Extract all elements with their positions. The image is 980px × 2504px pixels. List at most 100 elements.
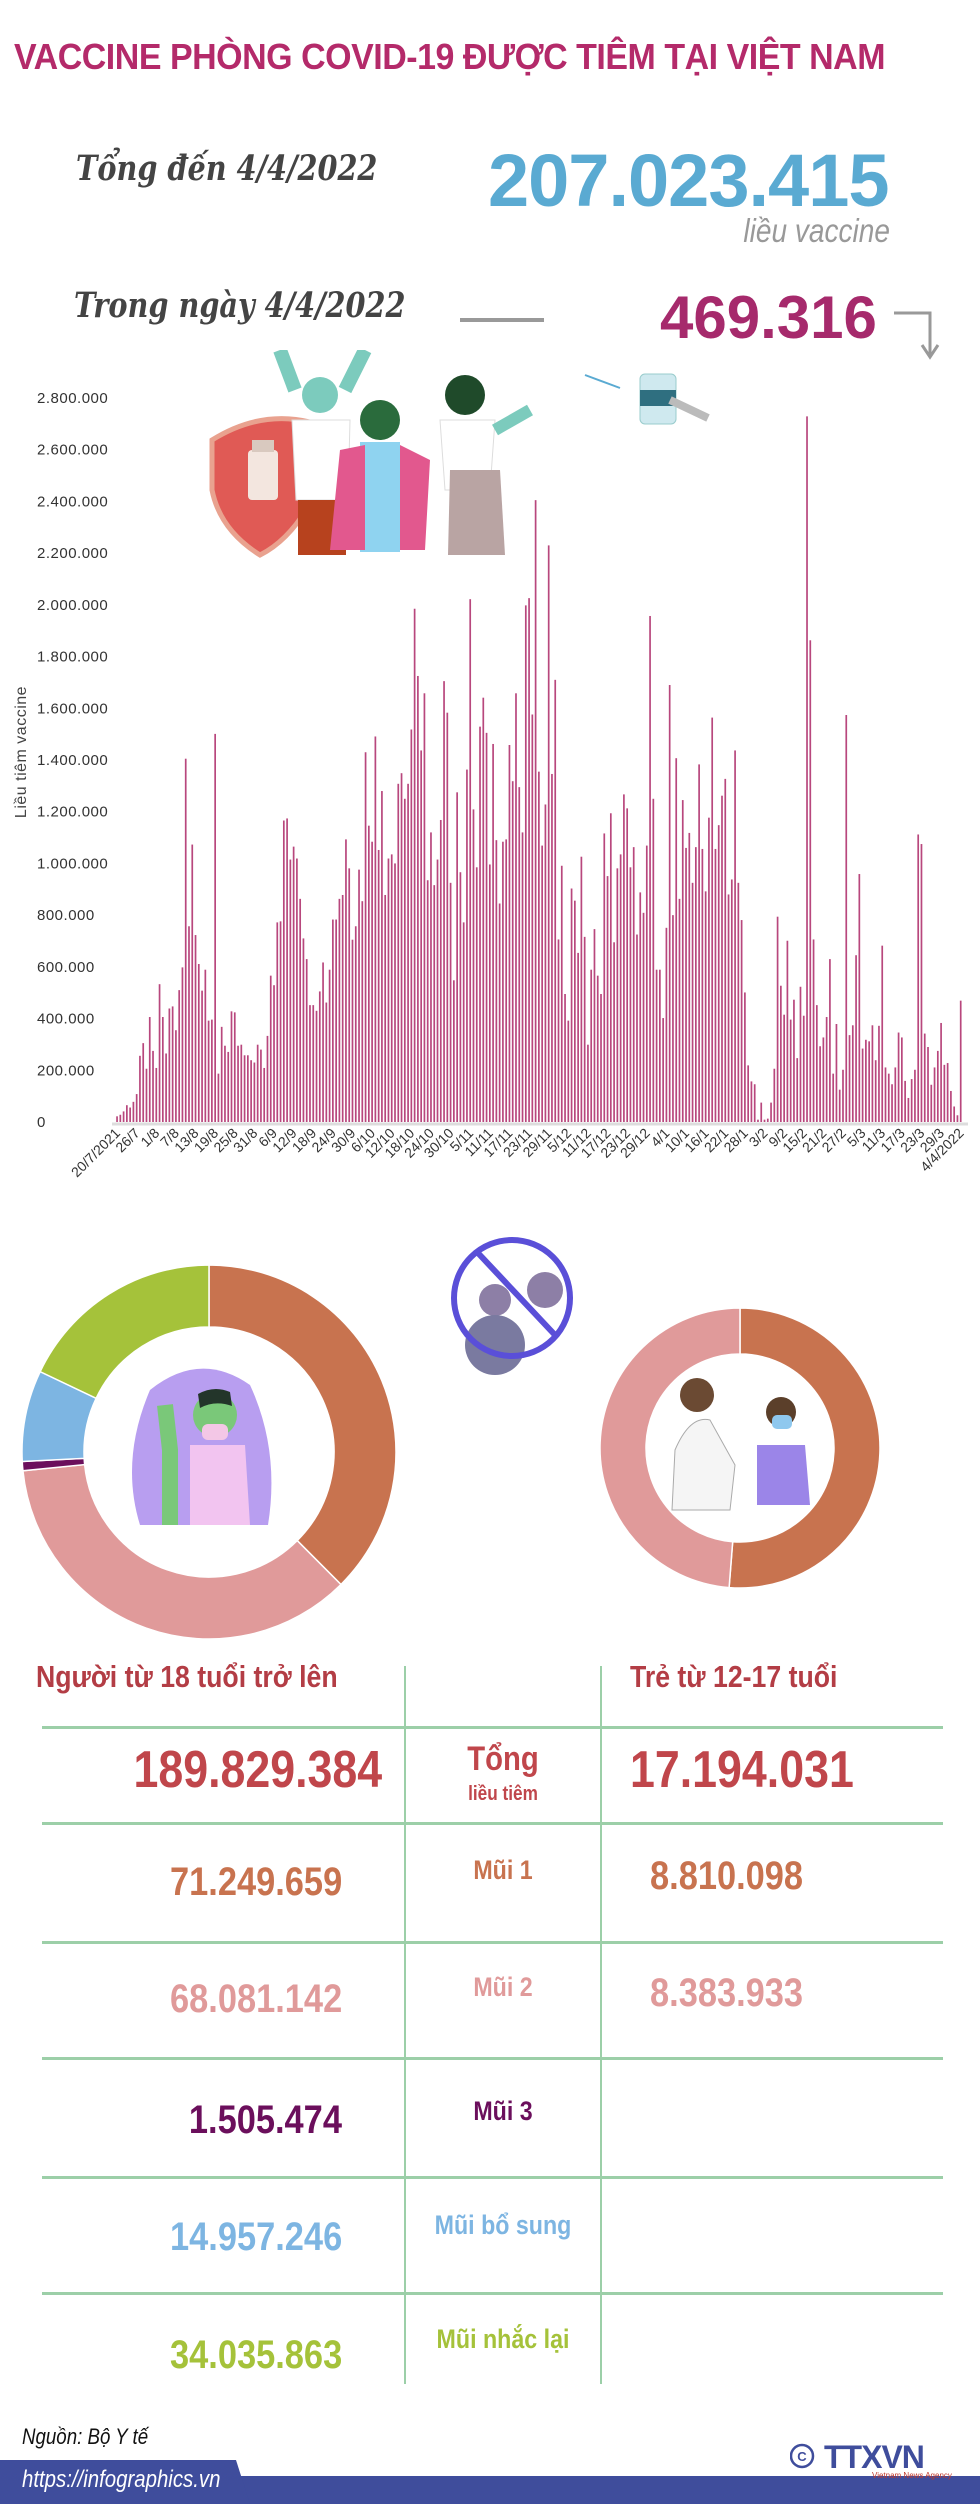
row-label-mui2: Mũi 2	[473, 1972, 533, 2002]
bar	[829, 959, 831, 1122]
bar	[815, 1005, 818, 1122]
adults-donut-slice	[39, 1264, 210, 1400]
bar	[214, 733, 216, 1122]
day-value: 469.316	[660, 284, 877, 351]
bar	[927, 1047, 929, 1122]
bar	[269, 975, 272, 1122]
bar	[662, 1018, 664, 1122]
bar	[655, 969, 658, 1122]
bar	[328, 969, 331, 1122]
y-tick-label: 2.400.000	[37, 493, 108, 510]
bar	[436, 859, 439, 1122]
bar	[204, 969, 207, 1122]
bar	[645, 845, 648, 1122]
bar	[910, 1079, 913, 1122]
footer-url-link[interactable]: https://infographics.vn	[22, 2466, 221, 2493]
bar	[227, 1051, 230, 1122]
bar	[920, 844, 923, 1122]
bar	[881, 945, 884, 1122]
bar	[675, 758, 678, 1122]
bar	[361, 901, 364, 1122]
bar	[626, 808, 629, 1122]
y-tick-label: 1.200.000	[37, 804, 108, 821]
child-vaccination-illustration	[671, 1378, 810, 1511]
y-tick-label: 2.600.000	[37, 442, 108, 459]
bar	[855, 955, 857, 1122]
bar	[757, 1119, 759, 1122]
bar	[861, 1048, 864, 1122]
bar	[508, 745, 511, 1122]
bar	[874, 1060, 877, 1122]
bar	[845, 715, 848, 1122]
bar	[433, 885, 436, 1122]
bar	[194, 935, 197, 1122]
children-total: 17.194.031	[630, 1741, 854, 1799]
bar	[184, 758, 187, 1122]
bar	[394, 863, 396, 1122]
bar	[659, 969, 661, 1122]
y-tick-label: 2.200.000	[37, 545, 108, 562]
bar	[629, 867, 632, 1122]
bar	[884, 1067, 887, 1122]
row-sublabel-total: liều tiêm	[468, 1783, 538, 1805]
bar	[865, 1039, 867, 1122]
bar	[233, 1012, 236, 1122]
bar	[907, 1097, 910, 1122]
donut-charts	[21, 1237, 881, 1640]
virus-prohibited-icon	[451, 1237, 573, 1375]
bar	[822, 1037, 825, 1122]
bar	[377, 849, 380, 1122]
bar	[322, 962, 324, 1122]
bar	[737, 882, 740, 1122]
logo-text: TTXVN	[824, 2440, 924, 2475]
bar	[534, 500, 537, 1122]
bar	[230, 1011, 233, 1122]
bar	[142, 1043, 145, 1122]
bar	[740, 920, 743, 1122]
bar	[139, 1055, 141, 1122]
bar	[701, 848, 704, 1122]
bar	[220, 1026, 223, 1122]
row-label-mui1: Mũi 1	[473, 1855, 533, 1885]
bar	[390, 854, 393, 1122]
bar	[289, 859, 292, 1122]
bar	[132, 1101, 135, 1122]
bar	[240, 1044, 243, 1122]
bar	[387, 858, 390, 1122]
logo-subtext: Vietnam News Agency	[872, 2471, 952, 2480]
bar	[417, 675, 419, 1122]
bar	[178, 990, 181, 1122]
bar	[521, 832, 524, 1122]
bar	[953, 1106, 956, 1122]
bar	[950, 1090, 952, 1122]
bar	[685, 847, 687, 1122]
shield-vaccine-icon	[209, 416, 315, 558]
bar	[750, 1081, 753, 1122]
bar	[332, 919, 334, 1122]
bar	[786, 940, 789, 1122]
y-tick-label: 800.000	[37, 907, 95, 924]
bar	[524, 605, 527, 1122]
bar	[129, 1107, 131, 1122]
bar	[462, 922, 465, 1122]
bar	[381, 791, 383, 1122]
bar	[413, 608, 416, 1122]
bar	[367, 825, 370, 1122]
bar	[600, 994, 602, 1122]
bar	[410, 729, 413, 1122]
daily-vaccination-bar-chart: Liều tiêm vaccine 0 200.000 400.000 600.000…	[13, 390, 968, 1180]
bar	[747, 1065, 750, 1122]
bar	[891, 1084, 893, 1122]
bar	[681, 800, 684, 1122]
bar	[351, 939, 354, 1122]
bar	[175, 1030, 177, 1122]
bar	[632, 847, 635, 1122]
bar	[730, 879, 733, 1122]
bar	[799, 986, 802, 1122]
bar	[538, 771, 540, 1122]
bar	[266, 1035, 269, 1122]
bar	[812, 939, 815, 1122]
bar	[338, 898, 341, 1122]
bar	[498, 903, 501, 1122]
bar	[678, 898, 681, 1122]
